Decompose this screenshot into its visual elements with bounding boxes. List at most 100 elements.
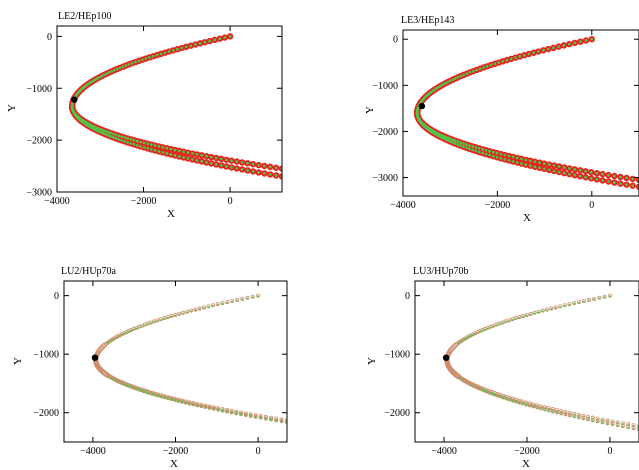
trajectory-point-inner [165,152,169,155]
trajectory-point-inner [218,37,222,41]
trajectory-point-core [212,408,215,411]
trajectory-point-inner [161,145,165,149]
trajectory-point-core [254,416,257,419]
trajectory-point [116,379,121,384]
trajectory-point-core [151,393,154,396]
trajectory-point-inner [111,132,115,136]
trajectory-point-inner [148,55,151,59]
trajectory-point-core [479,330,481,333]
trajectory-point [528,311,533,316]
trajectory-point-inner [189,44,193,48]
trajectory-point-core [504,321,507,323]
trajectory-point-core [472,333,474,336]
panel-le2-hep100: LE2/HEp100 X Y −4000 −2000 0 −3000 −2000 −100… [6,11,283,220]
trajectory-point [169,397,174,402]
trajectory-point [155,318,160,323]
trajectory-point-inner [142,141,146,145]
trajectory-point-core [231,300,234,303]
trajectory-point-core [486,391,488,394]
trajectory-point-inner [186,157,190,160]
x-tick-label: −4000 [390,200,416,211]
trajectory-point-inner [97,130,101,133]
trajectory-point [248,413,253,418]
trajectory-point-core [145,391,148,394]
trajectory-point [637,424,639,429]
trajectory-point [562,303,567,308]
trajectory-point-core [170,315,173,318]
trajectory-point-inner [274,174,278,177]
trajectory-point [572,414,577,419]
trajectory-point-inner [97,127,101,131]
trajectory-point-core [491,393,494,396]
trajectory-point-inner [219,157,223,161]
trajectory-point-inner [114,133,118,137]
trajectory-point-core [217,409,220,412]
trajectory-point-inner [515,161,519,164]
trajectory-point [581,299,586,304]
x-tick-label: −2000 [514,446,540,457]
trajectory-point-core [230,412,233,414]
trajectory-point-core [192,404,195,406]
trajectory-point [572,411,577,416]
trajectory-point-inner [537,50,540,53]
trajectory-point-inner [520,157,523,161]
trajectory-point [597,295,602,300]
trajectory-point [546,408,551,413]
trajectory-point-inner [451,138,455,142]
trajectory-point-inner [524,163,528,167]
trajectory-point-inner [230,159,233,163]
trajectory-point-inner [251,162,255,166]
trajectory-point-core [194,309,197,312]
trajectory-point-inner [471,145,475,148]
trajectory-point [586,417,591,422]
trajectory-point [162,316,167,321]
trajectory-point-core [159,318,162,321]
trajectory-point-inner [562,171,566,175]
trajectory-marks [442,293,639,432]
trajectory-point-core [474,332,477,335]
trajectory-point [203,405,208,410]
trajectory-point-core [578,301,580,304]
trajectory-point-core [573,415,576,418]
trajectory-point-inner [126,141,130,144]
trajectory-point-inner [98,75,101,79]
trajectory-point-inner [481,147,484,151]
trajectory-point [586,297,591,302]
y-tick-label: 0 [393,35,398,46]
trajectory-point-inner [99,128,103,131]
trajectory-point [517,400,522,405]
trajectory-point-inner [441,83,445,87]
trajectory-point-inner [102,73,106,77]
trajectory-point-inner [618,182,622,186]
trajectory-point-core [188,401,191,404]
trajectory-point-core [125,331,128,334]
trajectory-point-inner [191,152,194,155]
trajectory-point-inner [453,142,457,145]
trajectory-point-core [587,418,589,421]
trajectory-point-inner [578,40,582,44]
trajectory-point-core [226,301,229,304]
trajectory-point [532,310,537,315]
y-tick-label: −1000 [384,350,410,361]
trajectory-point-core [518,402,521,404]
trajectory-point [176,398,181,403]
trajectory-point-inner [268,173,272,176]
trajectory-point [197,306,202,311]
panel-le3-hep143: LE3/HEp143 X Y −4000 −2000 0 −3000 −2000 −100… [364,15,639,224]
trajectory-point [235,297,240,302]
trajectory-point-core [167,397,169,400]
trajectory-point-inner [117,138,121,141]
trajectory-point [610,419,615,424]
trajectory-point [572,301,577,306]
trajectory-point-inner [488,149,491,153]
trajectory-point-inner [451,78,454,82]
trajectory-point [189,308,194,313]
plot-frame [56,25,283,193]
trajectory-point-core [486,327,489,330]
trajectory-point-inner [573,167,577,171]
trajectory-point-inner [474,149,478,153]
trajectory-point-inner [513,56,517,60]
y-tick-label: −3000 [26,188,52,199]
trajectory-point [590,415,595,420]
